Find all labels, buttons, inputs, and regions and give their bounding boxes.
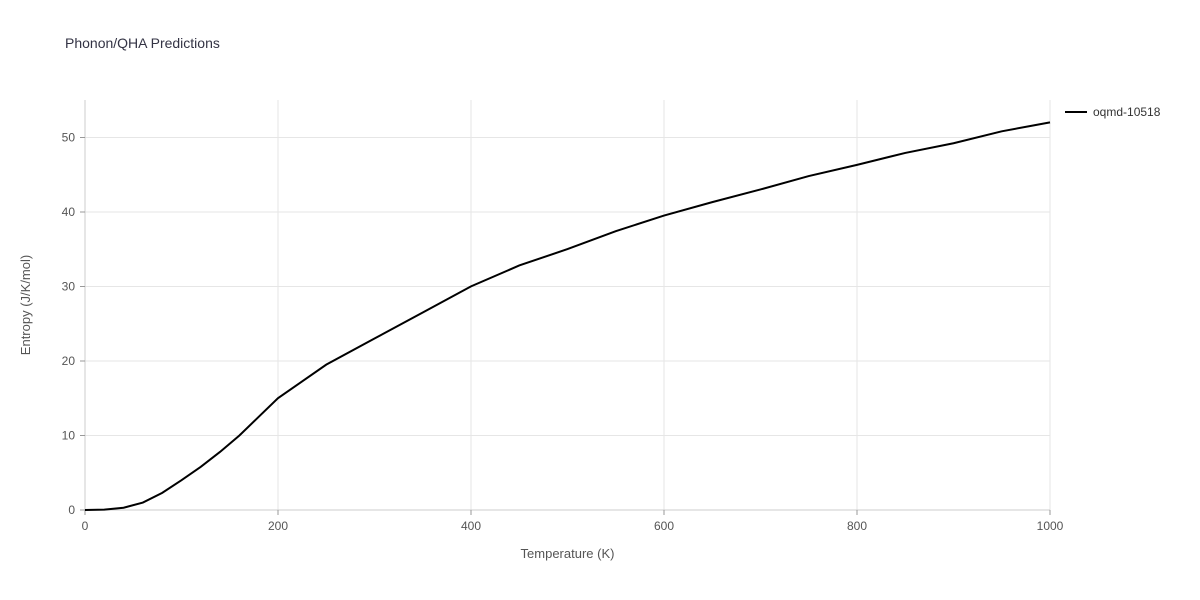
svg-text:400: 400 bbox=[461, 519, 481, 533]
svg-text:600: 600 bbox=[654, 519, 674, 533]
series-oqmd-10518 bbox=[85, 122, 1050, 510]
legend-swatch bbox=[1065, 111, 1087, 113]
svg-text:200: 200 bbox=[268, 519, 288, 533]
svg-text:800: 800 bbox=[847, 519, 867, 533]
svg-text:50: 50 bbox=[62, 130, 76, 144]
x-axis-label: Temperature (K) bbox=[521, 546, 615, 561]
chart-container: { "chart": { "type": "line", "title": "P… bbox=[0, 0, 1200, 600]
svg-text:20: 20 bbox=[62, 354, 76, 368]
grid-group bbox=[85, 100, 1050, 510]
svg-text:40: 40 bbox=[62, 205, 76, 219]
legend: oqmd-10518 bbox=[1065, 105, 1160, 119]
curve-group bbox=[85, 122, 1050, 510]
svg-text:1000: 1000 bbox=[1037, 519, 1064, 533]
axes-group bbox=[85, 100, 1050, 510]
legend-label: oqmd-10518 bbox=[1093, 105, 1160, 119]
svg-text:10: 10 bbox=[62, 428, 76, 442]
chart-svg: 0 200 400 600 800 1000 0 10 20 30 40 50 Temperature… bbox=[0, 0, 1200, 600]
svg-text:0: 0 bbox=[82, 519, 89, 533]
ticks-group: 0 200 400 600 800 1000 0 10 20 30 40 50 bbox=[62, 130, 1064, 533]
svg-text:30: 30 bbox=[62, 279, 76, 293]
y-axis-label: Entropy (J/K/mol) bbox=[18, 255, 33, 355]
svg-text:0: 0 bbox=[68, 503, 75, 517]
